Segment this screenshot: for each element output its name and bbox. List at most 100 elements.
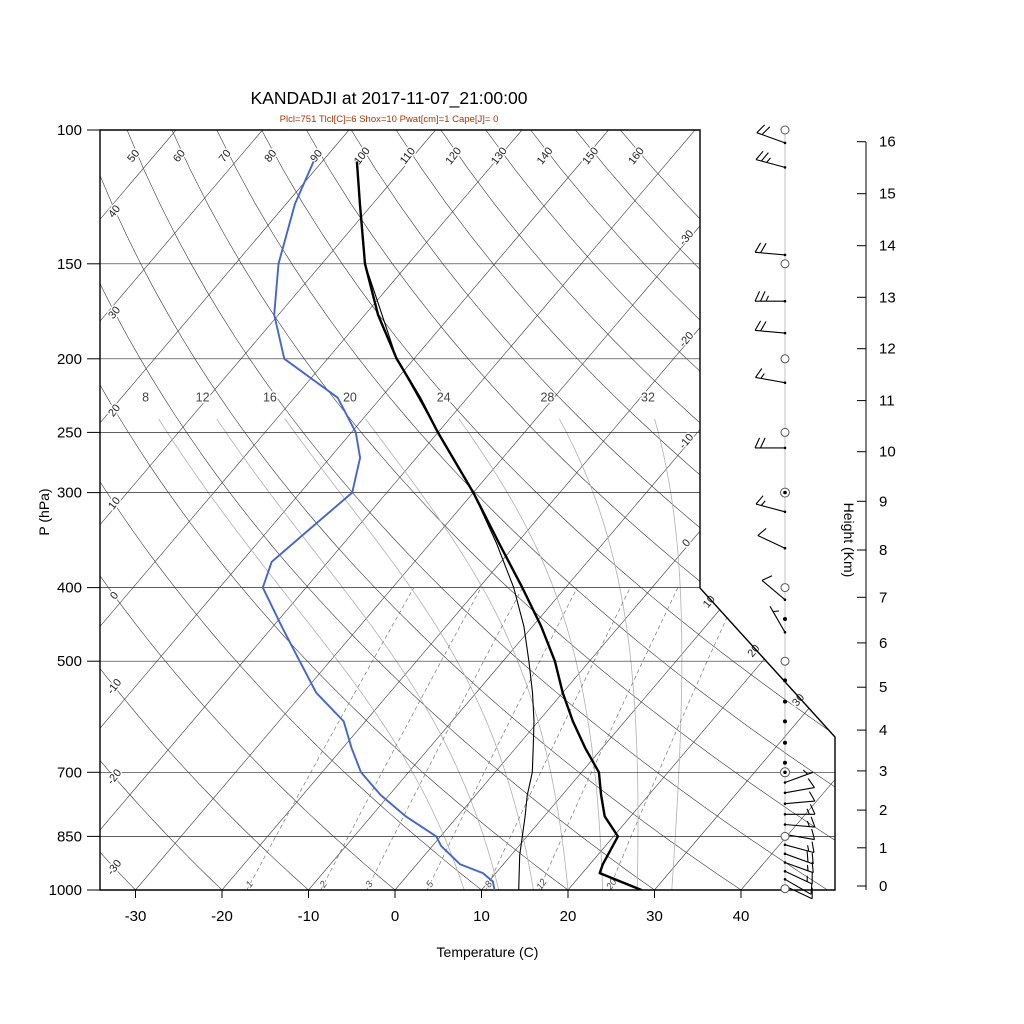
pressure-tick-label: 300 xyxy=(57,485,82,502)
pressure-tick-label: 1000 xyxy=(49,882,82,899)
isotherm-line xyxy=(308,130,835,890)
isotherm-line xyxy=(100,130,436,890)
sounding-profiles xyxy=(261,161,642,890)
plot-border xyxy=(99,129,836,891)
temperature-tick-label: 10 xyxy=(473,908,490,925)
wind-barb xyxy=(756,124,786,144)
height-tick-label: 10 xyxy=(879,444,896,461)
pressure-tick-label: 700 xyxy=(57,764,82,781)
height-tick-label: 2 xyxy=(879,802,887,819)
wind-barb xyxy=(784,861,814,874)
pressure-tick-label: 100 xyxy=(57,122,82,139)
isotherm-label: 0 xyxy=(680,537,693,549)
dry-adiabat-line xyxy=(485,130,835,890)
wind-barb xyxy=(784,885,813,900)
temperature-tick-label: 40 xyxy=(733,908,750,925)
height-tick-label: 14 xyxy=(879,238,896,255)
wind-calm-circle xyxy=(780,884,790,894)
dewpoint-curve xyxy=(261,161,496,890)
isotherm-label: 20 xyxy=(745,643,762,660)
wind-barb xyxy=(755,368,786,384)
wind-calm-circle xyxy=(780,125,790,135)
dry-adiabat-label: -20 xyxy=(105,767,124,787)
mixing-ratio-line xyxy=(320,587,482,890)
height-tick-label: 6 xyxy=(879,635,887,652)
dry-adiabat-label: 120 xyxy=(443,145,464,167)
chart-title: KANDADJI at 2017-11-07_21:00:00 xyxy=(250,88,528,108)
dry-adiabat-line xyxy=(440,130,835,890)
moist-adiabat-line xyxy=(284,418,534,890)
dry-adiabat-line xyxy=(100,130,655,890)
dry-adiabat-label: -10 xyxy=(105,677,124,697)
height-tick-label: 1 xyxy=(879,840,887,857)
wind-barb xyxy=(784,769,814,784)
wind-calm-circle xyxy=(780,656,790,666)
wind-barb xyxy=(769,606,786,633)
moist-adiabat-label: 16 xyxy=(263,391,277,405)
height-axis-label: Height (Km) xyxy=(841,502,857,578)
wind-station-dot xyxy=(783,760,787,765)
temperature-tick-label: 20 xyxy=(560,908,577,925)
dry-adiabat-label: 0 xyxy=(108,590,121,602)
wind-barb xyxy=(784,878,813,895)
temperature-tick-label: -30 xyxy=(125,908,147,925)
grid-lines xyxy=(100,130,835,890)
moist-adiabat-label: 8 xyxy=(142,391,149,405)
wind-station-dot xyxy=(783,699,787,704)
height-tick-label: 7 xyxy=(879,589,887,606)
pressure-tick-label: 200 xyxy=(57,351,82,368)
mixing-ratio-line xyxy=(426,587,578,890)
dry-adiabat-label: 160 xyxy=(626,145,647,167)
isotherm-line xyxy=(654,130,835,890)
wind-barb xyxy=(754,437,785,449)
dry-adiabat-line xyxy=(575,130,835,890)
mixing-ratio-line xyxy=(246,587,415,890)
isotherm-line xyxy=(221,130,835,890)
wind-barb xyxy=(754,320,786,334)
height-tick-label: 3 xyxy=(879,763,887,780)
dry-adiabat-line xyxy=(261,130,835,890)
dry-adiabat-label: 20 xyxy=(106,402,123,419)
isotherm-line xyxy=(100,130,263,890)
moist-adiabat-label: 12 xyxy=(196,391,210,405)
dry-adiabat-label: 90 xyxy=(308,148,325,165)
dry-adiabat-label: 50 xyxy=(125,148,142,165)
moist-adiabat-label: 28 xyxy=(540,391,554,405)
height-tick-label: 9 xyxy=(879,493,887,510)
isotherm-line xyxy=(100,130,350,890)
temperature-tick-label: 30 xyxy=(646,908,663,925)
height-tick-label: 4 xyxy=(879,722,887,739)
mixing-ratio-label: 5 xyxy=(424,879,436,890)
dry-adiabat-label: 130 xyxy=(489,145,510,167)
moist-adiabat-line xyxy=(458,418,603,890)
dry-adiabat-label: 150 xyxy=(580,145,601,167)
temperature-curve xyxy=(355,161,642,890)
moist-adiabat-line xyxy=(654,418,683,890)
height-tick-label: 13 xyxy=(879,289,896,306)
moist-adiabat-line xyxy=(158,418,465,890)
height-tick-label: 8 xyxy=(879,542,887,559)
dry-adiabat-label: 40 xyxy=(106,203,123,220)
mixing-ratio-line xyxy=(538,587,679,890)
wind-barb xyxy=(784,816,816,828)
mixing-ratio-label: 2 xyxy=(317,879,330,891)
wind-barb xyxy=(755,495,786,513)
wind-calm-circle xyxy=(780,831,790,841)
wind-station-dot xyxy=(783,770,787,775)
moist-adiabat-label: 20 xyxy=(343,391,357,405)
wind-barb xyxy=(784,851,814,865)
wind-station-dot xyxy=(783,490,787,495)
dry-adiabat-label: 30 xyxy=(106,304,123,321)
mixing-ratio-label: 1 xyxy=(244,879,256,890)
wind-barb xyxy=(784,828,816,841)
pressure-axis: 100 150 200 250 300 400 500 700 850 1000 xyxy=(49,122,100,899)
wind-barbs xyxy=(754,124,816,900)
wind-calm-circle xyxy=(780,427,790,437)
pressure-tick-label: 250 xyxy=(57,424,82,441)
isotherm-line xyxy=(567,130,835,890)
height-tick-label: 11 xyxy=(879,393,895,410)
isotherm-line xyxy=(100,130,177,890)
dry-adiabat-label: 110 xyxy=(398,146,418,167)
